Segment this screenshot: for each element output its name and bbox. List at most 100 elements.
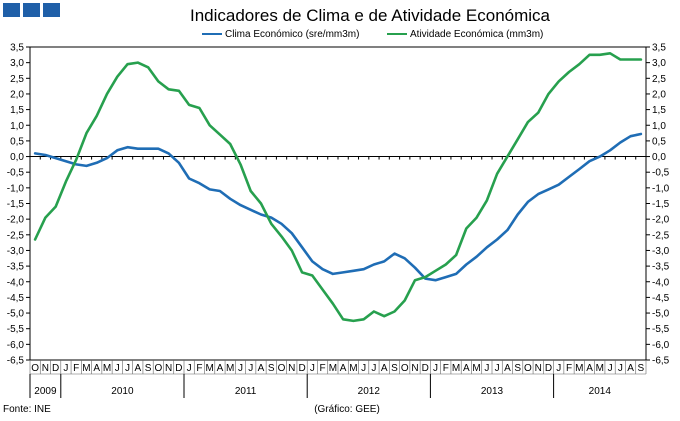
x-month-label: F [443, 363, 449, 374]
x-month-label: J [63, 363, 68, 374]
x-month-label: M [103, 363, 111, 374]
y-tick-label-left: -6,5 [7, 356, 25, 367]
y-tick-label-right: -3,0 [652, 246, 670, 257]
x-year-label: 2013 [481, 386, 504, 397]
x-month-label: O [401, 363, 409, 374]
y-tick-label-left: 3,5 [10, 43, 24, 54]
x-month-label: D [545, 363, 552, 374]
x-month-label: J [495, 363, 500, 374]
source-note: Fonte: INE [3, 404, 51, 415]
x-month-label: S [638, 363, 645, 374]
x-month-label: F [196, 363, 202, 374]
x-month-label: N [535, 363, 542, 374]
x-month-label: A [134, 363, 141, 374]
x-month-label: J [115, 363, 120, 374]
y-tick-label-left: -4,0 [7, 277, 25, 288]
legend-label-atividade: Atividade Económica (mm3m) [410, 29, 543, 40]
x-month-label: J [187, 363, 192, 374]
y-tick-label-left: 0,0 [10, 152, 24, 163]
y-tick-label-right: 3,5 [652, 43, 666, 54]
plot-area: 3,5 3,5 3,0 3,0 2,5 2,5 2,0 2,0 1,5 1,5 1,0 1,0 0,5 0… [7, 43, 670, 398]
x-month-label: M [349, 363, 357, 374]
y-tick-label-right: -6,0 [652, 340, 670, 351]
y-tick-label-left: 1,5 [10, 105, 24, 116]
y-tick-label-left: -5,5 [7, 324, 25, 335]
x-year-label: 2012 [358, 386, 381, 397]
y-tick-label-left: -3,5 [7, 262, 25, 273]
x-month-label: A [463, 363, 470, 374]
y-tick-label-right: -4,0 [652, 277, 670, 288]
x-month-label: M [329, 363, 337, 374]
y-tick-label-right: 1,5 [652, 105, 666, 116]
x-month-label: M [82, 363, 90, 374]
y-tick-label-right: -5,5 [652, 324, 670, 335]
legend: Clima Económico (sre/mm3m) Atividade Eco… [202, 29, 543, 40]
x-month-label: J [248, 363, 253, 374]
x-month-label: J [310, 363, 315, 374]
x-month-label: J [238, 363, 243, 374]
x-month-label: J [484, 363, 489, 374]
x-month-label: M [575, 363, 583, 374]
x-month-label: A [93, 363, 100, 374]
credit-note: (Gráfico: GEE) [314, 404, 380, 415]
x-month-label: M [452, 363, 460, 374]
y-tick-label-left: -3,0 [7, 246, 25, 257]
y-tick-label-right: 1,0 [652, 121, 666, 132]
y-tick-label-left: 2,5 [10, 74, 24, 85]
x-month-label: J [433, 363, 438, 374]
x-month-label: A [340, 363, 347, 374]
y-tick-label-right: -3,5 [652, 262, 670, 273]
x-month-label: D [52, 363, 59, 374]
series-line-clima [33, 132, 643, 282]
x-month-label: A [217, 363, 224, 374]
x-month-label: J [371, 363, 376, 374]
x-month-label: D [175, 363, 182, 374]
logo [3, 3, 60, 17]
y-tick-label-right: -1,5 [652, 199, 670, 210]
x-month-label: A [504, 363, 511, 374]
y-tick-label-left: -1,5 [7, 199, 25, 210]
x-month-label: J [618, 363, 623, 374]
y-tick-label-right: -4,5 [652, 293, 670, 304]
y-tick-label-left: -2,0 [7, 215, 25, 226]
y-tick-label-right: 2,5 [652, 74, 666, 85]
y-tick-label-right: -2,0 [652, 215, 670, 226]
y-tick-label-left: -4,5 [7, 293, 25, 304]
y-tick-label-right: -6,5 [652, 356, 670, 367]
y-tick-label-right: 0,0 [652, 152, 666, 163]
x-month-label: F [73, 363, 79, 374]
y-tick-label-left: -5,0 [7, 309, 25, 320]
x-month-label: D [298, 363, 305, 374]
y-tick-label-left: 3,0 [10, 58, 24, 69]
x-month-label: M [226, 363, 234, 374]
y-tick-label-left: -2,5 [7, 230, 25, 241]
x-month-label: A [258, 363, 265, 374]
x-month-label: F [320, 363, 326, 374]
x-month-label: N [165, 363, 172, 374]
y-tick-label-right: -1,0 [652, 183, 670, 194]
x-month-label: S [145, 363, 152, 374]
x-year-label: 2010 [111, 386, 134, 397]
x-month-label: M [472, 363, 480, 374]
logo-square [43, 3, 60, 17]
x-year-label: 2011 [235, 386, 257, 397]
y-tick-label-right: 3,0 [652, 58, 666, 69]
x-month-label: S [514, 363, 521, 374]
x-month-label: M [205, 363, 213, 374]
y-tick-label-left: 0,5 [10, 136, 24, 147]
x-month-label: S [268, 363, 275, 374]
x-month-label: A [586, 363, 593, 374]
series-line-atividade [33, 51, 643, 323]
legend-label-clima: Clima Económico (sre/mm3m) [225, 29, 359, 40]
y-tick-label-left: 1,0 [10, 121, 24, 132]
logo-square [3, 3, 20, 17]
x-month-label: N [411, 363, 418, 374]
x-month-label: J [361, 363, 366, 374]
x-month-label: A [381, 363, 388, 374]
y-tick-label-left: -0,5 [7, 168, 25, 179]
x-month-label: J [608, 363, 613, 374]
logo-square [23, 3, 40, 17]
x-year-label: 2014 [589, 386, 612, 397]
x-month-label: J [125, 363, 130, 374]
y-tick-label-right: -0,5 [652, 168, 670, 179]
